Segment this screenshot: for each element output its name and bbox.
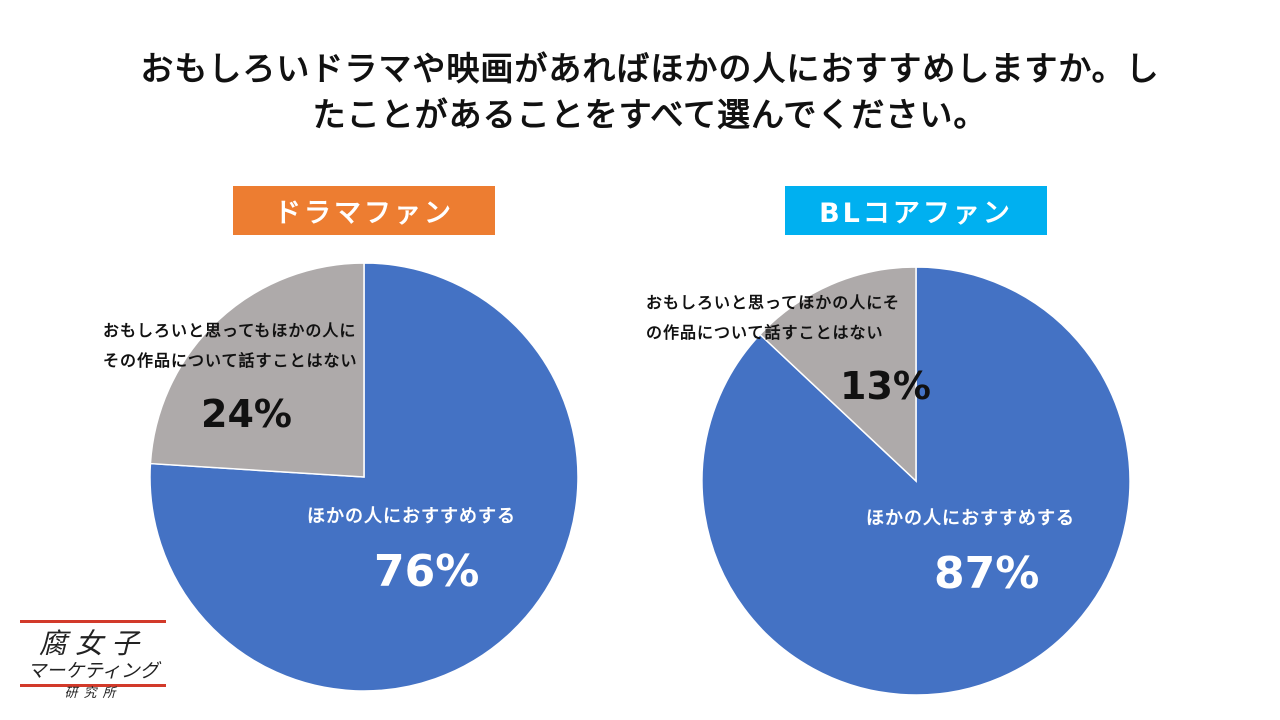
page-title: おもしろいドラマや映画があればほかの人におすすめしますか。し たことがあることを…: [60, 46, 1240, 138]
drama-recommend-pct: 76%: [374, 546, 480, 597]
bl-pie-slice-1: [758, 266, 917, 483]
drama-fan-pie: [149, 262, 579, 692]
title-line-1: おもしろいドラマや映画があればほかの人におすすめしますか。し: [140, 49, 1160, 88]
logo-line-3: 研究所: [64, 686, 122, 701]
drama-not-recommend-pct: 24%: [201, 392, 292, 436]
bl-recommend-pct: 87%: [934, 548, 1040, 599]
bl-core-fan-pie: [701, 266, 1131, 696]
drama-pie-slice-1: [149, 262, 365, 478]
bl-not-recommend-label-line-2: の作品について話すことはない: [646, 323, 884, 342]
bl-not-recommend-label: おもしろいと思ってほかの人にそ の作品について話すことはない: [646, 288, 900, 348]
logo-mid-bar: [20, 684, 166, 687]
bl-recommend-label: ほかの人におすすめする: [866, 508, 1075, 529]
fujoshi-marketing-logo: 腐女子 マーケティング 研究所: [18, 618, 168, 704]
logo-line-2: マーケティング: [27, 660, 159, 682]
bl-core-fan-badge: BLコアファン: [785, 186, 1047, 235]
drama-not-recommend-label-line-1: おもしろいと思ってもほかの人に: [103, 321, 357, 340]
drama-fan-badge: ドラマファン: [233, 186, 495, 235]
drama-recommend-label: ほかの人におすすめする: [307, 506, 516, 527]
drama-not-recommend-label-line-2: その作品について話すことはない: [103, 351, 358, 370]
logo-line-1: 腐女子: [38, 627, 147, 660]
bl-not-recommend-pct: 13%: [840, 364, 931, 408]
bl-not-recommend-label-line-1: おもしろいと思ってほかの人にそ: [646, 293, 900, 312]
logo-top-bar: [20, 620, 166, 623]
drama-not-recommend-label: おもしろいと思ってもほかの人に その作品について話すことはない: [103, 316, 358, 376]
title-line-2: たことがあることをすべて選んでください。: [312, 95, 988, 134]
drama-pie-slice-0: [149, 262, 579, 692]
